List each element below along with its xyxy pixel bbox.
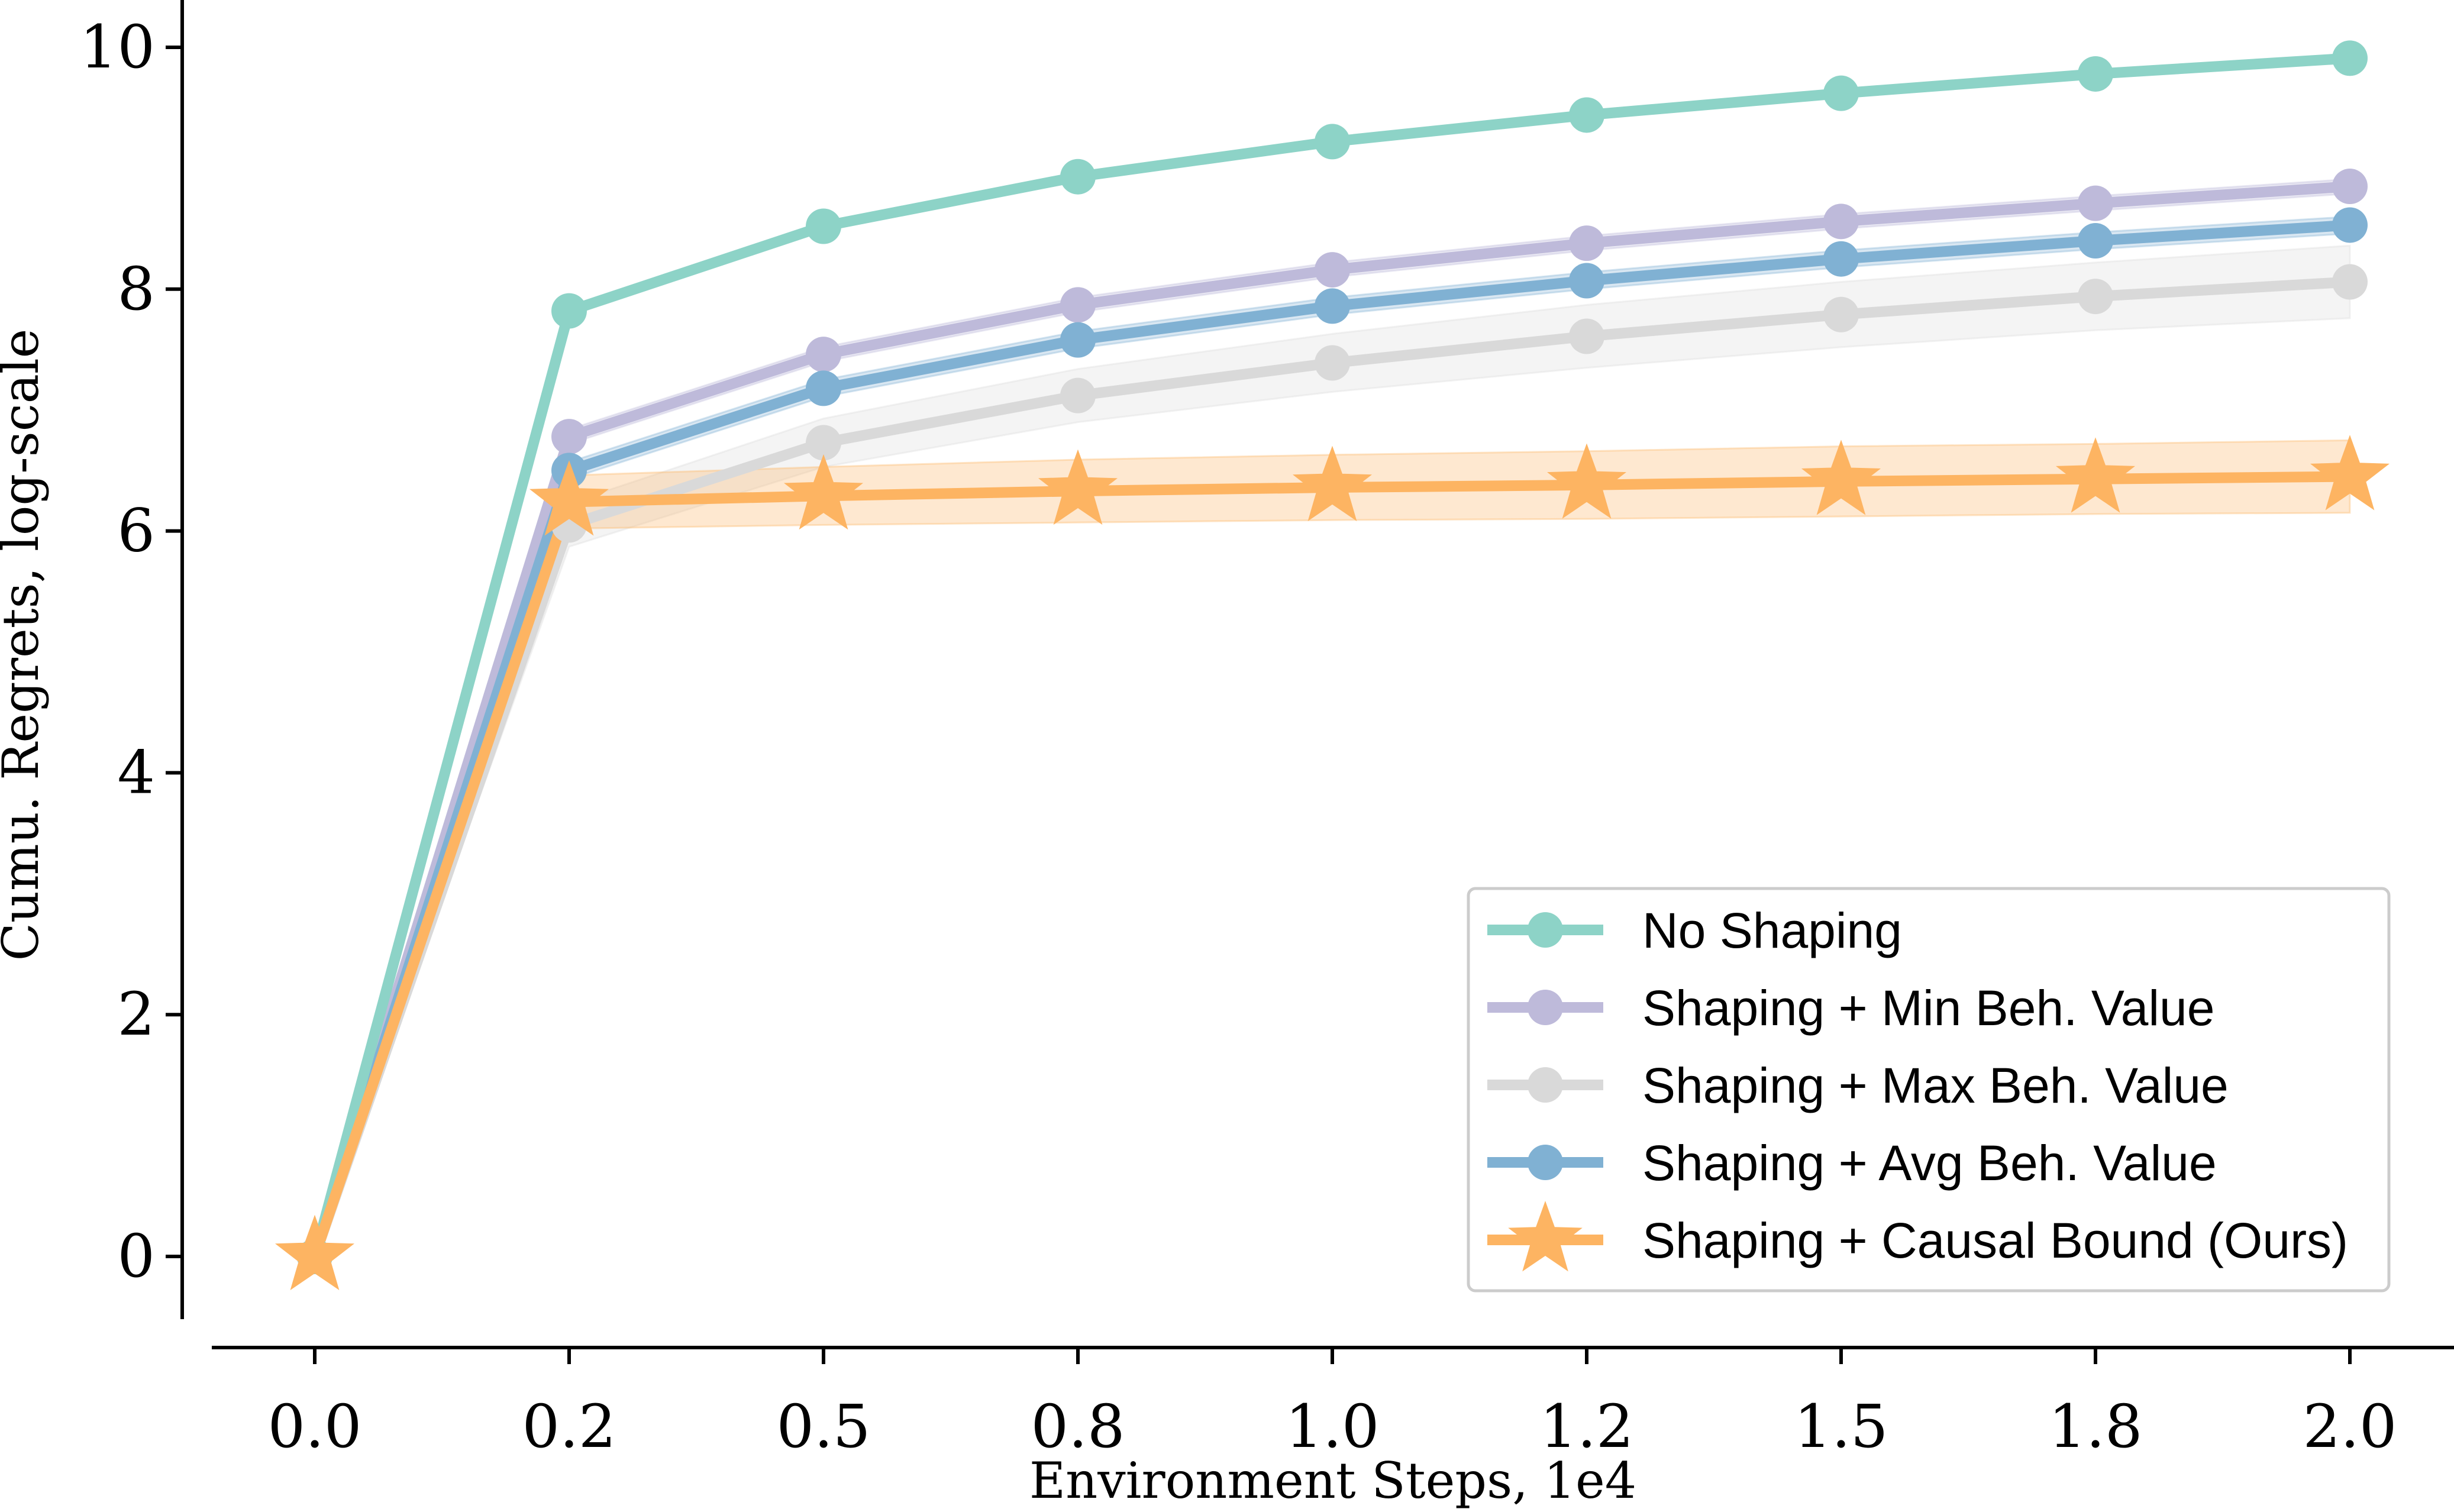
legend-label-shaping-max-beh-value: Shaping + Max Beh. Value: [1642, 1058, 2229, 1113]
x-tick-label: 0.8: [1031, 1392, 1125, 1461]
point-shaping-min-beh-value: [1823, 203, 1859, 240]
point-shaping-max-beh-value: [1315, 345, 1350, 381]
point-no-shaping: [1315, 124, 1350, 160]
y-tick-label: 10: [80, 12, 155, 82]
x-tick-label: 2.0: [2303, 1392, 2397, 1461]
point-shaping-max-beh-value: [1823, 296, 1859, 332]
x-tick-label: 1.5: [1794, 1392, 1888, 1461]
point-no-shaping: [551, 293, 587, 329]
legend-label-shaping-min-beh-value: Shaping + Min Beh. Value: [1642, 980, 2214, 1036]
y-tick-label: 6: [117, 496, 155, 566]
point-shaping-avg-beh-value: [2332, 207, 2368, 243]
x-tick-label: 1.2: [1539, 1392, 1633, 1461]
point-shaping-max-beh-value: [1569, 318, 1604, 354]
x-tick-label: 0.5: [776, 1392, 870, 1461]
y-ticks: 0 2 4 6 8 10: [80, 12, 182, 1291]
legend-marker-shaping-causal-bound-ours: [1508, 1201, 1583, 1272]
point-shaping-max-beh-value: [1060, 377, 1096, 413]
point-no-shaping: [2332, 40, 2368, 76]
y-tick-label: 2: [117, 980, 155, 1049]
legend-label-shaping-causal-bound-ours: Shaping + Causal Bound (Ours): [1642, 1213, 2348, 1268]
x-tick-label: 1.8: [2048, 1392, 2142, 1461]
legend-label-no-shaping: No Shaping: [1642, 903, 1902, 958]
legend: No Shaping Shaping + Min Beh. Value Shapin…: [1467, 887, 2391, 1293]
legend-marker-shaping-avg-beh-value: [1528, 1145, 1563, 1180]
point-shaping-causal-bound-ours: [529, 460, 609, 536]
x-tick-label: 1.0: [1285, 1392, 1379, 1461]
point-shaping-max-beh-value: [806, 425, 841, 461]
point-shaping-min-beh-value: [1315, 252, 1350, 288]
point-no-shaping: [806, 208, 841, 244]
point-shaping-avg-beh-value: [1060, 322, 1096, 358]
point-shaping-avg-beh-value: [806, 370, 841, 406]
point-no-shaping: [1569, 97, 1604, 133]
point-shaping-avg-beh-value: [2078, 223, 2113, 259]
series-markers: [275, 40, 2390, 1290]
legend-label-shaping-avg-beh-value: Shaping + Avg Beh. Value: [1642, 1135, 2217, 1191]
point-no-shaping: [1060, 159, 1096, 195]
y-tick-label: 8: [117, 254, 155, 324]
legend-marker-shaping-max-beh-value: [1528, 1067, 1563, 1103]
point-shaping-min-beh-value: [806, 337, 841, 373]
x-axis-title: Environment Steps, 1e4: [1029, 1452, 1636, 1510]
point-shaping-causal-bound-ours: [1038, 449, 1118, 525]
y-axis-title: Cumu. Regrets, log-scale: [0, 329, 50, 961]
point-shaping-min-beh-value: [2078, 185, 2113, 221]
legend-marker-shaping-min-beh-value: [1528, 990, 1563, 1025]
point-no-shaping: [1823, 75, 1859, 111]
point-shaping-causal-bound-ours: [2310, 435, 2390, 511]
legend-frame: [1467, 887, 2391, 1293]
point-shaping-max-beh-value: [2078, 279, 2113, 315]
x-ticks: 0.0 0.2 0.5 0.8 1.0 1.2 1.5 1.8 2.0: [267, 1348, 2397, 1461]
point-shaping-causal-bound-ours: [1546, 443, 1627, 519]
point-shaping-min-beh-value: [1060, 287, 1096, 323]
point-shaping-causal-bound-ours: [275, 1214, 355, 1290]
y-tick-label: 0: [117, 1222, 155, 1291]
point-shaping-causal-bound-ours: [2055, 437, 2136, 513]
point-shaping-avg-beh-value: [1823, 241, 1859, 277]
point-shaping-min-beh-value: [2332, 169, 2368, 205]
point-shaping-causal-bound-ours: [1801, 440, 1881, 515]
point-shaping-avg-beh-value: [1315, 288, 1350, 324]
point-no-shaping: [2078, 56, 2113, 92]
point-shaping-causal-bound-ours: [783, 454, 864, 530]
x-tick-label: 0.2: [522, 1392, 616, 1461]
point-shaping-min-beh-value: [1569, 225, 1604, 261]
point-shaping-min-beh-value: [551, 419, 587, 455]
point-shaping-causal-bound-ours: [1292, 445, 1373, 521]
x-tick-label: 0.0: [267, 1392, 361, 1461]
y-tick-label: 4: [117, 738, 155, 807]
point-shaping-max-beh-value: [2332, 264, 2368, 300]
legend-marker-no-shaping: [1528, 912, 1563, 948]
point-shaping-avg-beh-value: [1569, 263, 1604, 299]
